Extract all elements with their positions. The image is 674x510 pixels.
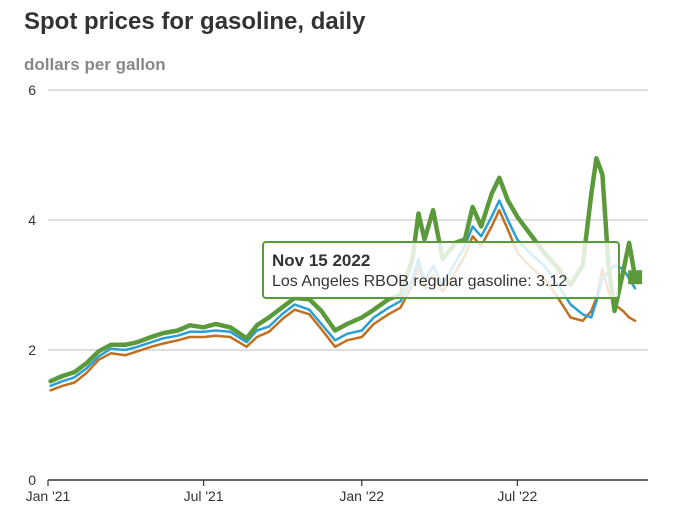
tooltip-value: Los Angeles RBOB regular gasoline: 3.12 <box>272 273 568 290</box>
y-axis-unit-label: dollars per gallon <box>24 55 166 74</box>
axis-layer: 0 2 4 6 Jan '21 Jul '21 Jan '22 Jul '22 <box>26 82 648 504</box>
hover-marker <box>628 270 643 285</box>
y-tick-label-4: 4 <box>28 212 36 228</box>
grid-layer <box>48 89 648 351</box>
marker-layer <box>628 270 643 285</box>
series-line-new-york-harbor-conventional-gasoline[interactable] <box>49 199 637 388</box>
series-line-u-s-gulf-coast-conventional-gasoline[interactable] <box>49 208 637 392</box>
x-tick-label: Jul '22 <box>497 488 537 504</box>
x-tick-label: Jul '21 <box>184 488 224 504</box>
y-tick-label-2: 2 <box>28 342 36 358</box>
hover-tooltip: Nov 15 2022 Los Angeles RBOB regular gas… <box>262 241 620 299</box>
y-tick-label-0: 0 <box>28 472 36 488</box>
x-tick-label: Jan '22 <box>339 488 384 504</box>
chart-title: Spot prices for gasoline, daily <box>24 8 366 35</box>
x-tick-label: Jan '21 <box>26 488 71 504</box>
y-tick-label-6: 6 <box>28 82 36 98</box>
tooltip-date: Nov 15 2022 <box>272 251 371 270</box>
